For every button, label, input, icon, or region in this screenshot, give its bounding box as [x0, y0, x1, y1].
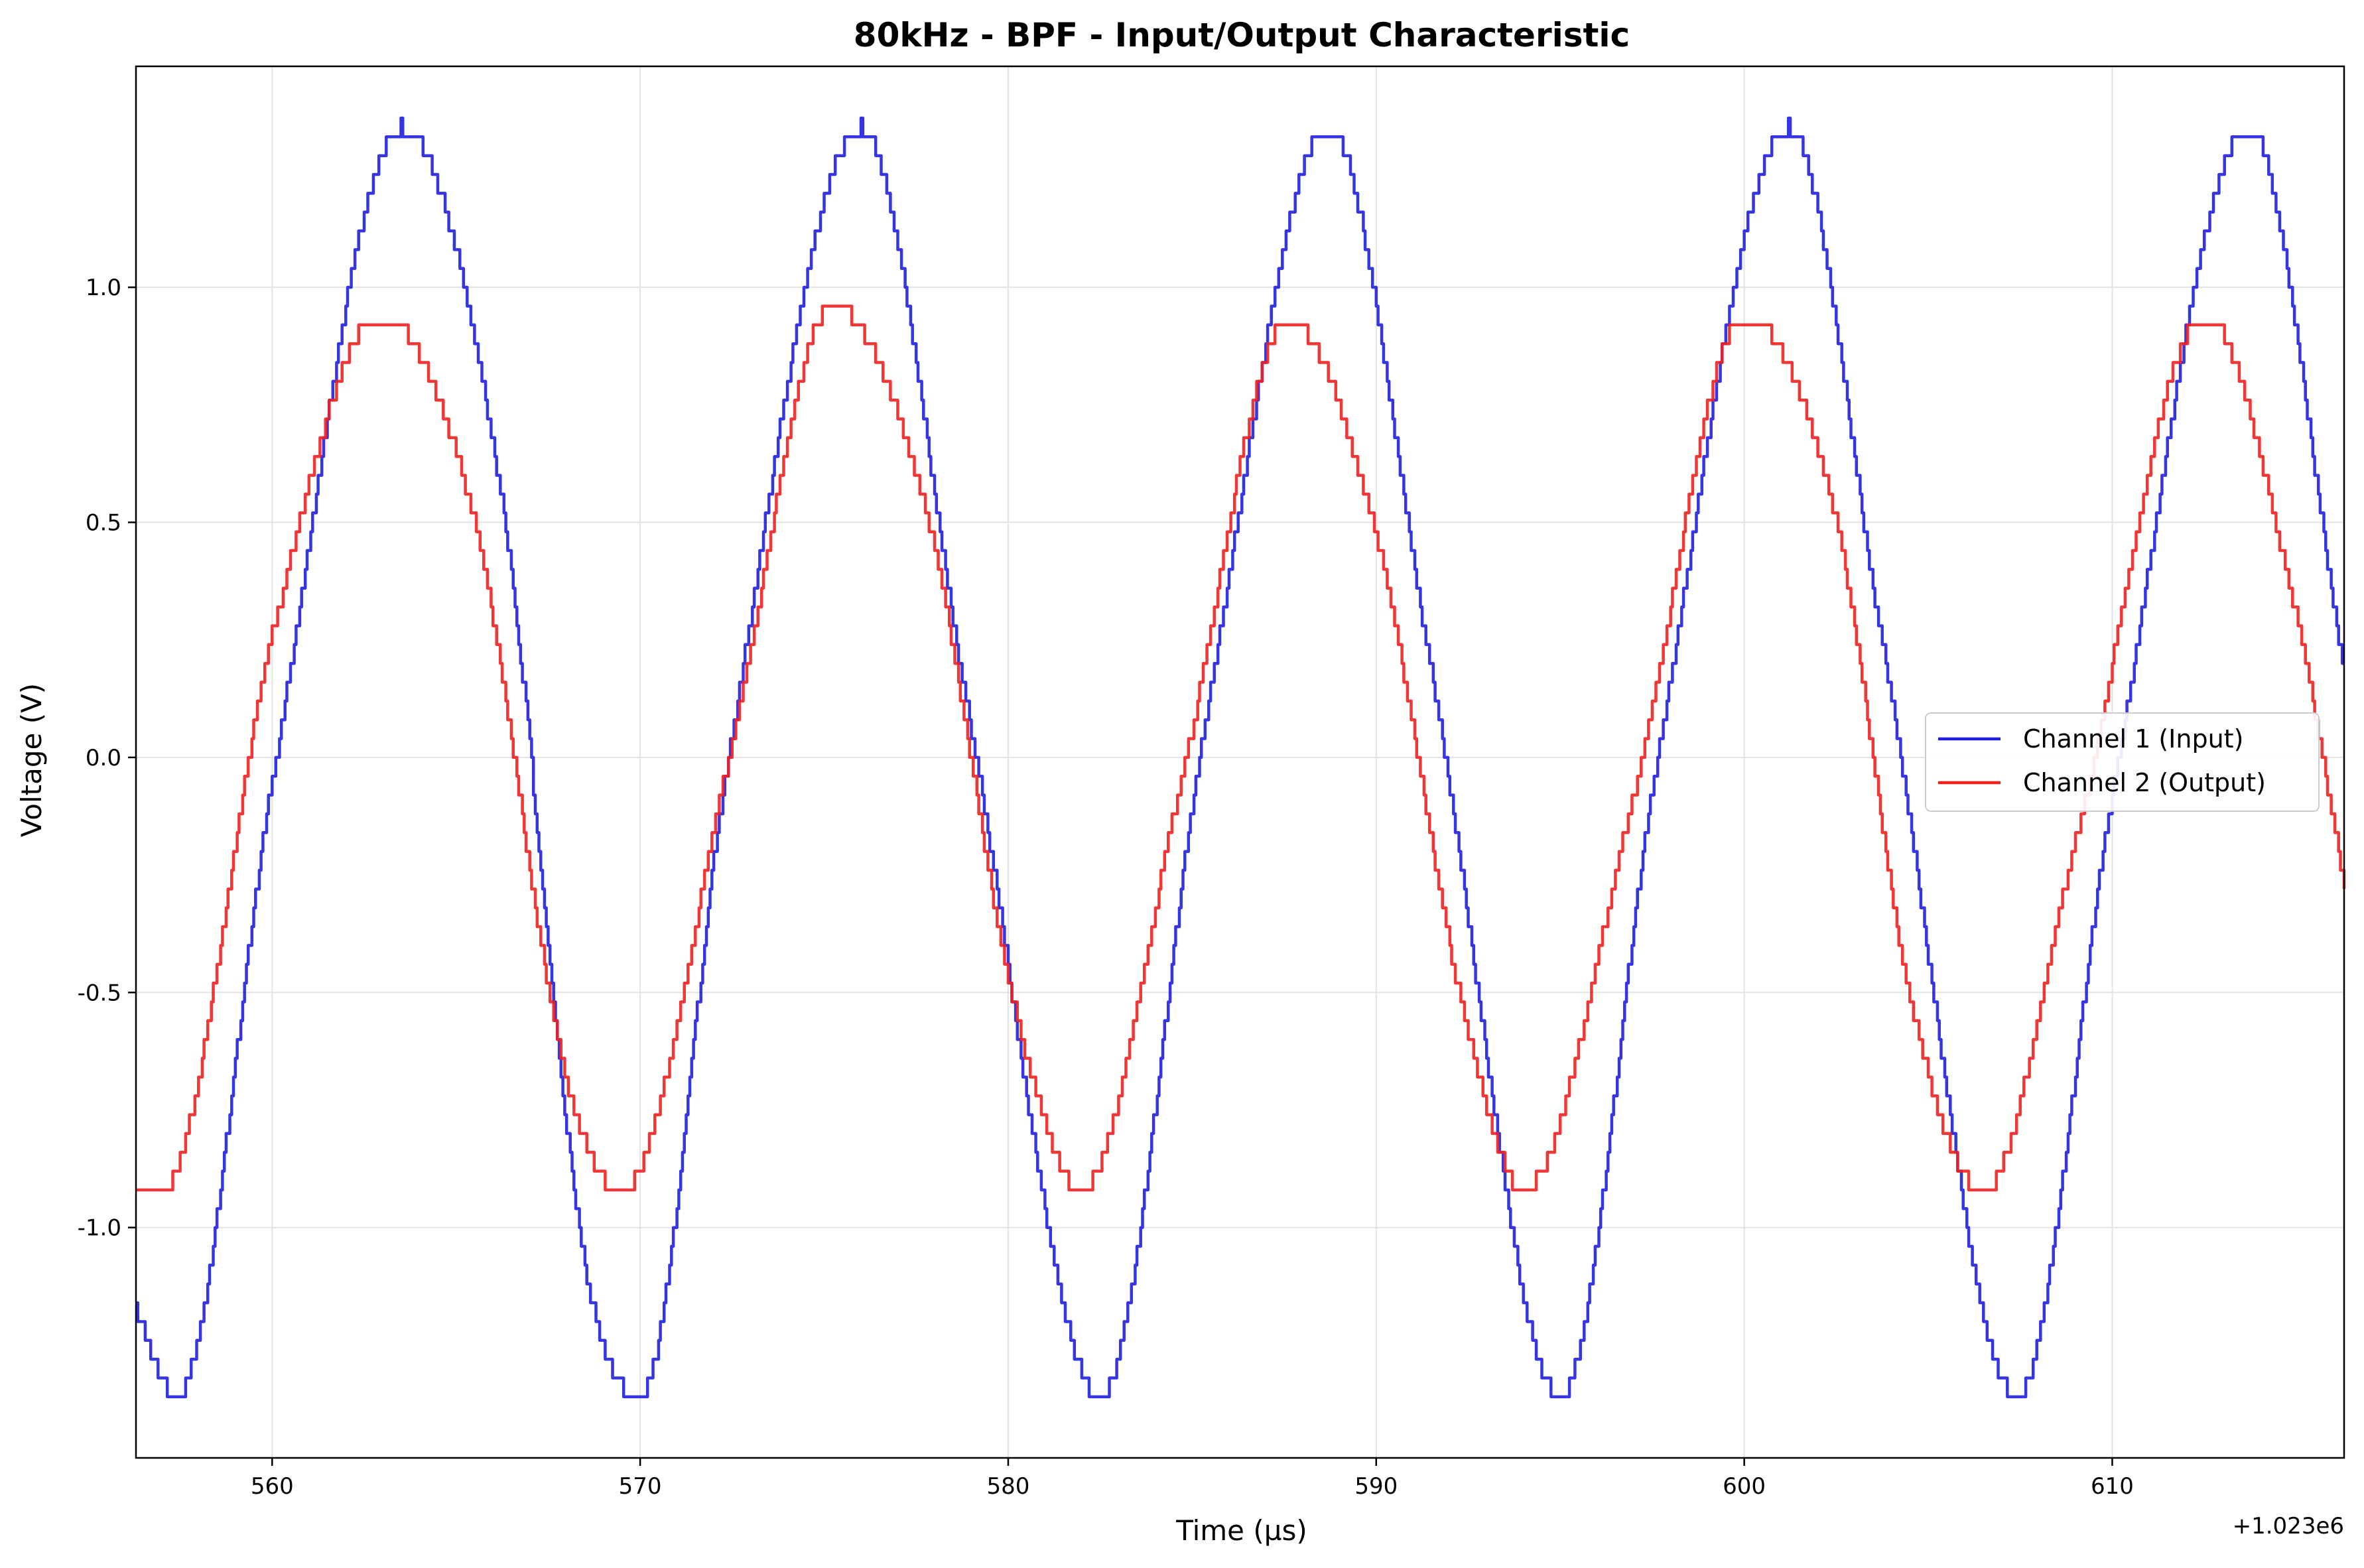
y-tick-label: -1.0 — [78, 1215, 121, 1242]
y-tick-label: -0.5 — [78, 980, 121, 1006]
series-line-output — [136, 304, 2346, 1192]
series-layer — [136, 116, 2346, 1399]
x-tick-label: 590 — [1354, 1473, 1398, 1500]
x-tick-label: 570 — [619, 1473, 662, 1500]
chart-title: 80kHz - BPF - Input/Output Characteristi… — [854, 16, 1630, 54]
series-line-input — [136, 116, 2344, 1399]
x-axis-offset-label: +1.023e6 — [2233, 1513, 2344, 1539]
x-axis-label: Time (µs) — [1175, 1514, 1307, 1547]
legend-box — [1925, 712, 2320, 812]
legend-label-input: Channel 1 (Input) — [2023, 724, 2243, 753]
y-tick-label: 1.0 — [86, 275, 121, 301]
plot-frame — [135, 65, 2345, 1459]
legend: Channel 1 (Input) Channel 2 (Output) — [1925, 712, 2320, 812]
x-tick-label: 580 — [987, 1473, 1030, 1500]
y-tick-label: 0.5 — [86, 510, 121, 537]
y-tick-label: 0.0 — [86, 745, 121, 771]
x-tick-label: 560 — [251, 1473, 294, 1500]
x-tick-label: 600 — [1723, 1473, 1766, 1500]
y-axis-label: Voltage (V) — [15, 683, 48, 837]
tick-layer: 560 570 580 590 600 610 -1.0 -0.5 0.0 0.5 1.0 — [78, 275, 2134, 1500]
grid-layer — [136, 66, 2344, 1458]
legend-label-output: Channel 2 (Output) — [2023, 768, 2266, 797]
x-tick-label: 610 — [2091, 1473, 2134, 1500]
